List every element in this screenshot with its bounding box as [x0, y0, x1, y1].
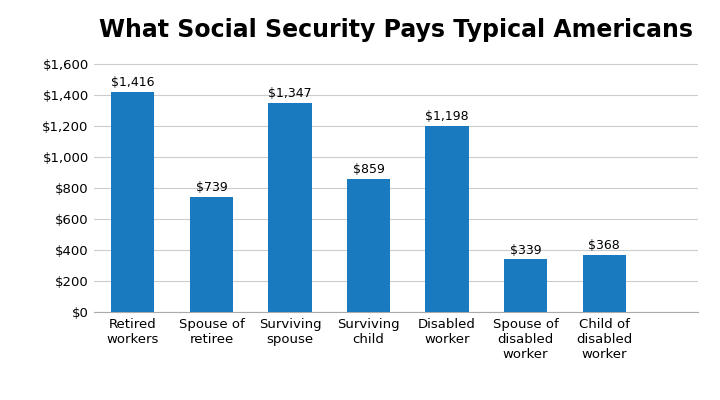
Text: $739: $739: [196, 182, 228, 194]
Bar: [582, 255, 626, 312]
Text: $1,416: $1,416: [111, 76, 155, 89]
Bar: [347, 179, 390, 312]
Bar: [112, 92, 155, 312]
Text: $859: $859: [353, 163, 384, 176]
Bar: [269, 103, 312, 312]
Text: $1,347: $1,347: [268, 87, 312, 100]
Text: $1,198: $1,198: [426, 110, 469, 123]
Title: What Social Security Pays Typical Americans: What Social Security Pays Typical Americ…: [99, 18, 693, 42]
Bar: [190, 197, 233, 312]
Bar: [426, 126, 469, 312]
Text: $339: $339: [510, 244, 541, 256]
Bar: [504, 259, 547, 312]
Text: $368: $368: [588, 239, 620, 252]
